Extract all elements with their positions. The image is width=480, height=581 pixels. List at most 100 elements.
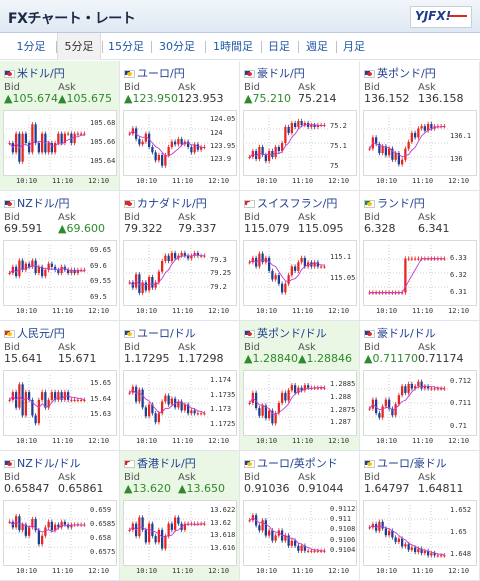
pair-name-link[interactable]: スイスフラン/円 (244, 195, 337, 210)
rate-card[interactable]: スイスフラン/円 Bid Ask 115.079 115.095 115.1 115.05 1… (240, 191, 360, 321)
timeframe-tabs: 1分足 5分足 15分足 30分足 1時間足 日足 週足 月足 (0, 33, 480, 60)
candle-body (167, 523, 170, 537)
y-tick-label: 0.9106 (330, 535, 356, 544)
pair-name-link[interactable]: 米ドル/円 (4, 65, 65, 80)
candlestick-chart[interactable]: 0.659 0.6585 0.658 0.6575 (3, 500, 117, 566)
pair-name-link[interactable]: 香港ドル/円 (124, 455, 196, 470)
candle-body (267, 257, 271, 271)
candlestick-chart[interactable]: 15.65 15.64 15.63 (3, 370, 117, 436)
rate-card[interactable]: ユーロ/ドル Bid Ask 1.17295 1.17298 1.174 1.1735 1.1… (120, 321, 240, 451)
pair-name-link[interactable]: ユーロ/豪ドル (364, 455, 447, 470)
x-tick-label: 10:10 (256, 177, 278, 185)
rate-card[interactable]: NZドル/ドル Bid Ask 0.65847 0.65861 0.659 0.6585 0.… (0, 451, 120, 581)
tab-1min[interactable]: 1分足 (16, 40, 46, 53)
tab-30min[interactable]: 30分足 (159, 40, 195, 53)
bid-label: Bid (4, 472, 20, 483)
yjfx-logo[interactable]: YJFX! (410, 6, 472, 28)
candle-body (261, 147, 264, 155)
x-tick-label: 10:10 (136, 567, 158, 575)
candlestick-chart[interactable]: 75.2 75.1 75 (243, 110, 357, 176)
pair-name: ランド/円 (377, 197, 425, 210)
candle-body (404, 544, 407, 547)
candlestick-chart[interactable]: 6.33 6.32 6.31 (363, 240, 477, 306)
pair-name-link[interactable]: ユーロ/英ポンド (244, 455, 338, 470)
candle-body (157, 271, 161, 283)
pair-name-link[interactable]: 英ポンド/円 (364, 65, 436, 80)
candle-body (37, 266, 41, 273)
pair-name-link[interactable]: 人民元/円 (4, 325, 65, 340)
pair-name-link[interactable]: カナダドル/円 (124, 195, 207, 210)
rate-card[interactable]: 米ドル/円 Bid Ask ▲105.674 ▲105.675 105.68 105.66 1… (0, 61, 120, 191)
candlestick-chart[interactable]: 115.1 115.05 (243, 240, 357, 306)
candle-body (417, 128, 420, 138)
candlestick-chart[interactable]: 79.3 79.25 79.2 (123, 240, 237, 306)
ask-label: Ask (418, 212, 436, 223)
candle-body (387, 292, 391, 294)
candle-body (293, 266, 297, 271)
rate-card[interactable]: 豪ドル/ドル Bid Ask ▲0.71170 0.71174 0.712 0.711 0.7… (360, 321, 480, 451)
pair-name-link[interactable]: ユーロ/円 (124, 65, 185, 80)
moving-average-line (129, 130, 205, 157)
rate-card[interactable]: 英ポンド/円 Bid Ask 136.152 136.158 136.1 136 10:10 1… (360, 61, 480, 191)
pair-name-link[interactable]: ランド/円 (364, 195, 425, 210)
flag-icon (124, 70, 135, 78)
pair-name-link[interactable]: ユーロ/ドル (124, 325, 196, 340)
candle-body (183, 253, 187, 256)
candlestick-chart[interactable]: 0.712 0.711 0.71 (363, 370, 477, 436)
tab-15min[interactable]: 15分足 (108, 40, 144, 53)
rate-card[interactable]: ユーロ/円 Bid Ask ▲123.950 123.953 124.05 124 123.9… (120, 61, 240, 191)
y-tick-label: 79.25 (210, 269, 232, 278)
pair-name-link[interactable]: 豪ドル/ドル (364, 325, 436, 340)
candle-body (287, 275, 290, 284)
tab-5min[interactable]: 5分足 (57, 33, 101, 60)
candlestick-chart[interactable]: 105.68 105.66 105.64 (3, 110, 117, 176)
candle-body (63, 521, 67, 525)
candle-body (128, 529, 131, 531)
tab-weekly[interactable]: 週足 (306, 40, 328, 53)
y-tick-label: 0.9112 (330, 505, 356, 514)
candlestick-chart[interactable]: 1.174 1.1735 1.173 1.1725 (123, 370, 237, 436)
rate-card[interactable]: ユーロ/豪ドル Bid Ask 1.64797 1.64811 1.652 1.65 1.64… (360, 451, 480, 581)
logo-accent-icon (449, 15, 467, 17)
candle-body (27, 392, 31, 400)
pair-name-link[interactable]: NZドル/円 (4, 195, 69, 210)
tab-monthly[interactable]: 月足 (343, 40, 365, 53)
candlestick-chart[interactable]: 136.1 136 (363, 110, 477, 176)
bid-value: ▲13.620 (124, 482, 171, 495)
candle-body (271, 410, 274, 424)
tab-1hour[interactable]: 1時間足 (213, 40, 253, 53)
candlestick-chart[interactable]: 124.05 124 123.95 123.9 (123, 110, 237, 176)
rate-card[interactable]: カナダドル/円 Bid Ask 79.322 79.337 79.3 79.25 79.2 10… (120, 191, 240, 321)
x-tick-label: 12:10 (88, 177, 110, 185)
rate-card[interactable]: 人民元/円 Bid Ask 15.641 15.671 15.65 15.64 15.63 10… (0, 321, 120, 451)
rate-card[interactable]: 香港ドル/円 Bid Ask ▲13.620 ▲13.650 13.622 13.62 13.… (120, 451, 240, 581)
rate-card[interactable]: 英ポンド/ドル Bid Ask ▲1.28840 ▲1.28846 1.2885 1.288… (240, 321, 360, 451)
candle-body (258, 525, 261, 531)
x-tick-label: 10:10 (256, 437, 278, 445)
pair-name-link[interactable]: NZドル/ドル (4, 455, 80, 470)
tab-daily[interactable]: 日足 (268, 40, 290, 53)
candlestick-chart[interactable]: 13.622 13.62 13.618 13.616 (123, 500, 237, 566)
y-tick-label: 0.9108 (330, 525, 356, 534)
candle-body (443, 126, 446, 128)
candle-body (316, 550, 320, 552)
candle-body (426, 258, 430, 260)
pair-name-link[interactable]: 英ポンド/ドル (244, 325, 327, 340)
ask-label: Ask (298, 212, 316, 223)
candle-body (180, 253, 183, 256)
ask-label: Ask (298, 472, 316, 483)
candle-body (170, 523, 174, 530)
candlestick-chart[interactable]: 69.65 69.6 69.55 69.5 (3, 240, 117, 306)
rate-card[interactable]: ユーロ/英ポンド Bid Ask 0.91036 0.91044 0.9112 0.911 0… (240, 451, 360, 581)
candlestick-chart[interactable]: 1.652 1.65 1.648 (363, 500, 477, 566)
rate-card[interactable]: ランド/円 Bid Ask 6.328 6.341 6.33 6.32 6.31 10:10 11… (360, 191, 480, 321)
ask-label: Ask (178, 82, 196, 93)
candlestick-chart[interactable]: 1.2885 1.288 1.2875 1.287 (243, 370, 357, 436)
candlestick-chart[interactable]: 0.9112 0.911 0.9108 0.9106 0.9104 (243, 500, 357, 566)
pair-name-link[interactable]: 豪ドル/円 (244, 65, 305, 80)
rate-card[interactable]: 豪ドル/円 Bid Ask ▲75.210 75.214 75.2 75.1 75 10:10 1… (240, 61, 360, 191)
candle-body (186, 141, 190, 147)
x-tick-label: 12:10 (448, 567, 470, 575)
bid-label: Bid (124, 212, 140, 223)
rate-card[interactable]: NZドル/円 Bid Ask 69.591 ▲69.600 69.65 69.6 69.55 6… (0, 191, 120, 321)
